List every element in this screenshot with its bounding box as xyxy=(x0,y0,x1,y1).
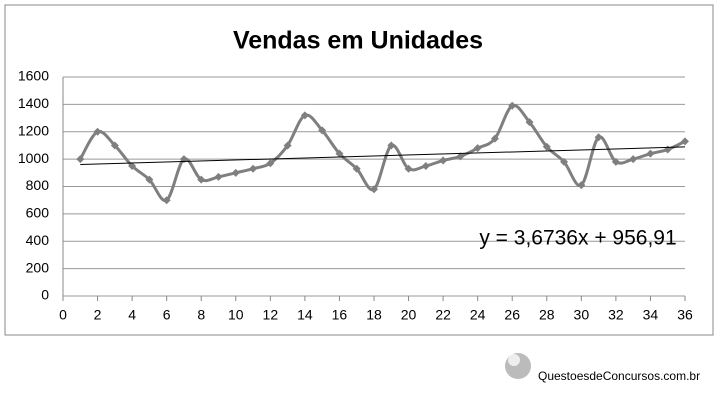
x-tick-label: 36 xyxy=(677,307,693,323)
marker xyxy=(439,156,448,165)
marker xyxy=(370,185,378,194)
x-tick-label: 16 xyxy=(332,307,348,323)
marker xyxy=(525,118,534,127)
marker xyxy=(473,144,482,153)
y-tick-label: 0 xyxy=(41,287,49,303)
marker xyxy=(629,155,638,164)
x-tick-label: 12 xyxy=(263,307,279,323)
watermark-logo xyxy=(505,353,531,379)
marker xyxy=(318,126,327,135)
marker xyxy=(560,157,569,166)
marker xyxy=(110,141,119,150)
x-tick-label: 32 xyxy=(608,307,624,323)
marker xyxy=(76,155,85,164)
y-tick-label: 1400 xyxy=(18,95,49,111)
x-tick-label: 22 xyxy=(435,307,451,323)
watermark: QuestoesdeConcursos.com.br xyxy=(538,369,700,383)
marker xyxy=(214,172,223,181)
marker xyxy=(128,161,137,170)
marker xyxy=(283,141,292,150)
x-tick-label: 14 xyxy=(297,307,313,323)
marker xyxy=(646,149,655,158)
x-tick-label: 30 xyxy=(574,307,590,323)
marker xyxy=(145,175,154,184)
marker xyxy=(162,196,171,205)
y-tick-label: 1000 xyxy=(18,150,49,166)
y-tick-label: 1200 xyxy=(18,122,49,138)
marker xyxy=(681,137,689,146)
trendline-equation: y = 3,6736x + 956,91 xyxy=(479,227,676,250)
marker xyxy=(508,101,517,110)
marker xyxy=(421,161,430,170)
marker xyxy=(404,164,413,173)
chart-title: Vendas em Unidades xyxy=(233,27,483,55)
marker xyxy=(249,164,258,173)
x-tick-label: 4 xyxy=(128,307,136,323)
marker xyxy=(490,134,499,143)
x-tick-label: 8 xyxy=(197,307,205,323)
marker xyxy=(335,149,344,158)
x-tick-label: 34 xyxy=(643,307,659,323)
marker xyxy=(577,181,586,190)
y-tick-label: 600 xyxy=(26,205,50,221)
x-tick-label: 26 xyxy=(504,307,520,323)
x-tick-label: 0 xyxy=(59,307,67,323)
x-tick-label: 2 xyxy=(94,307,102,323)
trendline xyxy=(80,146,686,166)
x-tick-label: 18 xyxy=(366,307,382,323)
x-tick-label: 28 xyxy=(539,307,555,323)
marker xyxy=(266,159,275,168)
x-tick-label: 24 xyxy=(470,307,486,323)
y-tick-label: 400 xyxy=(26,232,50,248)
marker xyxy=(542,142,551,151)
y-tick-label: 1600 xyxy=(18,68,49,84)
x-tick-label: 10 xyxy=(228,307,244,323)
marker xyxy=(197,175,206,184)
marker xyxy=(93,127,102,136)
x-tick-label: 20 xyxy=(401,307,417,323)
marker xyxy=(231,168,240,177)
marker xyxy=(594,133,603,142)
marker xyxy=(387,141,396,150)
y-tick-label: 800 xyxy=(26,177,50,193)
marker xyxy=(611,157,620,166)
x-tick-label: 6 xyxy=(163,307,171,323)
y-tick-label: 200 xyxy=(26,259,50,275)
marker xyxy=(456,152,465,161)
marker xyxy=(352,164,361,173)
marker xyxy=(300,111,309,120)
